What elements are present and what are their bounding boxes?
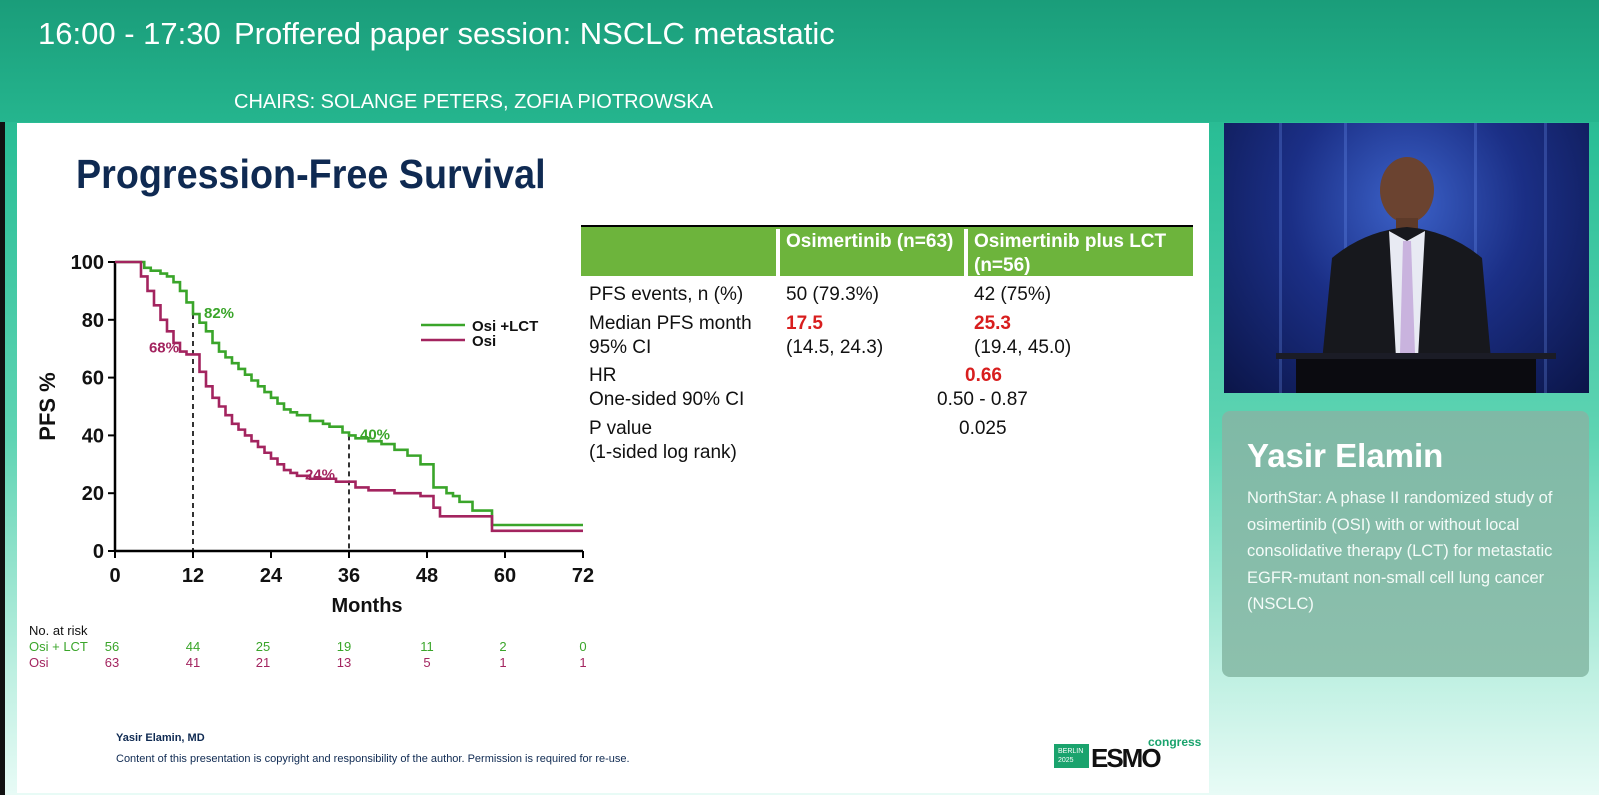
logo-city-year: BERLIN 2025 — [1054, 744, 1089, 768]
x-tick-label: 60 — [494, 565, 516, 587]
risk-count: 11 — [420, 639, 434, 654]
presentation-slide: Progression-Free Survival 0 20 40 60 80 100 0 1… — [17, 123, 1209, 793]
legend-label: Osi — [472, 333, 496, 350]
x-tick-label: 12 — [182, 565, 204, 587]
risk-count: 1 — [499, 655, 506, 670]
y-axis-label: PFS % — [35, 372, 60, 440]
risk-count: 44 — [186, 639, 200, 654]
cell-value: 50 (79.3%) — [786, 284, 879, 305]
x-axis-label: Months — [331, 595, 402, 617]
row-label: One-sided 90% CI — [589, 389, 745, 410]
x-tick-label: 0 — [109, 565, 120, 587]
speaker-video — [1224, 123, 1589, 393]
x-tick-label: 36 — [338, 565, 360, 587]
risk-count: 25 — [256, 639, 270, 654]
session-time: 16:00 - 17:30 — [38, 16, 221, 51]
y-tick-label: 40 — [82, 425, 104, 447]
session-chairs: CHAIRS: SOLANGE PETERS, ZOFIA PIOTROWSKA — [234, 91, 713, 113]
cell-value: 42 (75%) — [974, 284, 1052, 305]
risk-row-label: Osi — [29, 655, 49, 670]
p-value: 0.025 — [959, 418, 1007, 439]
y-tick-label: 60 — [82, 368, 104, 390]
y-tick-label: 100 — [71, 252, 104, 274]
landmark-percent-label: 82% — [204, 305, 234, 322]
stage-light — [1279, 123, 1282, 393]
risk-table-header: No. at risk — [29, 623, 88, 638]
hr-value: 0.66 — [965, 365, 1002, 386]
risk-count: 2 — [499, 639, 506, 654]
risk-count: 21 — [256, 655, 270, 670]
risk-count: 1 — [579, 655, 586, 670]
risk-count: 0 — [579, 639, 586, 654]
column-header-osi: Osimertinib (n=63) — [786, 231, 954, 252]
left-edge-rule — [0, 0, 5, 795]
cell-value-highlight: 17.5 — [786, 313, 823, 334]
session-banner: 16:00 - 17:30 Proffered paper session: N… — [0, 0, 1599, 122]
cell-value: (14.5, 24.3) — [786, 337, 884, 358]
session-title: Proffered paper session: NSCLC metastati… — [234, 16, 835, 51]
risk-count: 63 — [105, 655, 119, 670]
risk-count: 13 — [337, 655, 351, 670]
header-separator — [776, 229, 780, 278]
risk-count: 5 — [423, 655, 430, 670]
risk-row-label: Osi + LCT — [29, 639, 88, 654]
risk-count: 56 — [105, 639, 119, 654]
landmark-percent-label: 24% — [305, 467, 335, 484]
footer-copyright: Content of this presentation is copyrigh… — [116, 753, 630, 765]
risk-count: 19 — [337, 639, 351, 654]
column-header-osi-lct: Osimertinib plus LCT (n=56) — [974, 231, 1167, 276]
x-tick-label: 72 — [572, 565, 594, 587]
x-tick-label: 48 — [416, 565, 438, 587]
row-label: 95% CI — [589, 337, 652, 358]
header-separator — [964, 229, 968, 278]
logo-suffix: congress — [1148, 735, 1202, 749]
y-tick-label: 0 — [93, 541, 104, 563]
footer-author: Yasir Elamin, MD — [116, 732, 205, 744]
km-curve — [115, 260, 583, 527]
y-tick-label: 20 — [82, 483, 104, 505]
table-top-rule — [581, 225, 1193, 227]
cell-value-highlight: 25.3 — [974, 313, 1011, 334]
row-label: HR — [589, 365, 617, 386]
row-label: PFS events, n (%) — [589, 284, 744, 305]
esmo-congress-logo: BERLIN 2025 ESMO congress — [1054, 735, 1201, 773]
row-label: Median PFS month — [589, 313, 752, 334]
speaker-name: Yasir Elamin — [1247, 437, 1444, 474]
slide-title: Progression-Free Survival — [76, 151, 546, 197]
hr-ci-value: 0.50 - 0.87 — [937, 389, 1028, 410]
logo-brand: ESMO — [1091, 743, 1162, 773]
row-label: P value — [589, 418, 653, 439]
risk-count: 41 — [186, 655, 200, 670]
speaker-figure — [1276, 157, 1556, 393]
talk-description: NorthStar: A phase II randomized study o… — [1247, 489, 1553, 613]
landmark-percent-label: 68% — [149, 339, 179, 356]
table-header-row: Osimertinib (n=63) Osimertinib plus LCT … — [581, 227, 1193, 278]
row-label: (1-sided log rank) — [589, 442, 737, 463]
speaker-info-card: Yasir Elamin NorthStar: A phase II rando… — [1222, 411, 1589, 677]
km-curve — [115, 260, 583, 533]
legend-label: Osi +LCT — [472, 318, 538, 335]
stage-light — [1544, 123, 1547, 393]
y-tick-label: 80 — [82, 310, 104, 332]
cell-value: (19.4, 45.0) — [974, 337, 1072, 358]
x-tick-label: 24 — [260, 565, 283, 587]
landmark-percent-label: 40% — [360, 426, 390, 443]
